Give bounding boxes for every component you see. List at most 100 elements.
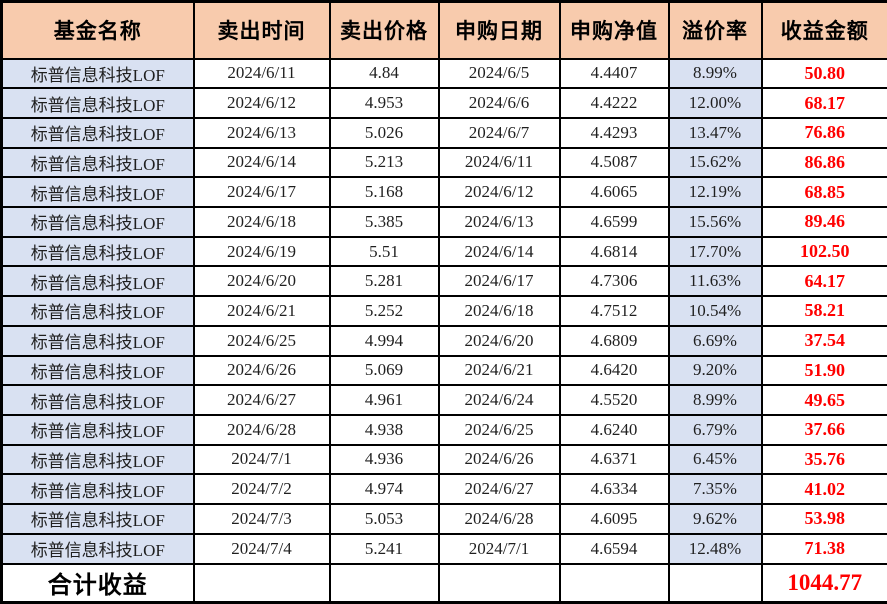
sell-date-cell: 2024/6/18	[192, 206, 331, 238]
sell-price-cell: 5.385	[328, 206, 440, 238]
fund-name-cell: 标普信息科技LOF	[0, 206, 195, 238]
buy-date-cell: 2024/6/28	[437, 503, 561, 535]
col-header-premium-rate: 溢价率	[667, 0, 763, 60]
sell-price-cell: 5.213	[328, 146, 440, 179]
profit-cell: 76.86	[760, 116, 887, 149]
sell-price-cell: 4.974	[328, 473, 440, 506]
sell-date-cell: 2024/7/1	[192, 443, 331, 476]
premium-cell: 8.99%	[667, 384, 763, 416]
buy-nav-cell: 4.6095	[558, 503, 670, 535]
sell-price-cell: 4.936	[328, 443, 440, 476]
fund-name-cell: 标普信息科技LOF	[0, 532, 195, 565]
sell-price-cell: 4.994	[328, 324, 440, 357]
total-profit-value: 1044.77	[760, 562, 887, 604]
profit-cell: 37.54	[760, 324, 887, 357]
fund-name-cell: 标普信息科技LOF	[0, 265, 195, 298]
fund-name-cell: 标普信息科技LOF	[0, 295, 195, 327]
table-row: 标普信息科技LOF 2024/6/21 5.252 2024/6/18 4.7512 10…	[0, 295, 887, 327]
table-row: 标普信息科技LOF 2024/6/20 5.281 2024/6/17 4.7306 11…	[0, 265, 887, 298]
total-empty-cell	[437, 562, 561, 604]
buy-nav-cell: 4.6420	[558, 354, 670, 387]
profit-cell: 51.90	[760, 354, 887, 387]
buy-date-cell: 2024/6/26	[437, 443, 561, 476]
table-row: 标普信息科技LOF 2024/6/27 4.961 2024/6/24 4.5520 8.…	[0, 384, 887, 416]
sell-price-cell: 4.938	[328, 413, 440, 446]
sell-date-cell: 2024/6/25	[192, 324, 331, 357]
sell-date-cell: 2024/7/2	[192, 473, 331, 506]
total-row: 合计收益 1044.77	[0, 562, 887, 604]
premium-cell: 13.47%	[667, 116, 763, 149]
profit-cell: 89.46	[760, 206, 887, 238]
table-row: 标普信息科技LOF 2024/6/18 5.385 2024/6/13 4.6599 15…	[0, 206, 887, 238]
buy-nav-cell: 4.4407	[558, 57, 670, 90]
col-header-fund-name: 基金名称	[0, 0, 195, 60]
sell-price-cell: 4.84	[328, 57, 440, 90]
total-empty-cell	[558, 562, 670, 604]
table-row: 标普信息科技LOF 2024/7/2 4.974 2024/6/27 4.6334 7.3…	[0, 473, 887, 506]
buy-nav-cell: 4.5520	[558, 384, 670, 416]
premium-cell: 8.99%	[667, 57, 763, 90]
fund-name-cell: 标普信息科技LOF	[0, 384, 195, 416]
table-row: 标普信息科技LOF 2024/6/26 5.069 2024/6/21 4.6420 9.…	[0, 354, 887, 387]
fund-name-cell: 标普信息科技LOF	[0, 87, 195, 119]
premium-cell: 9.62%	[667, 503, 763, 535]
premium-cell: 15.56%	[667, 206, 763, 238]
total-empty-cell	[328, 562, 440, 604]
col-header-buy-date: 申购日期	[437, 0, 561, 60]
table-row: 标普信息科技LOF 2024/6/17 5.168 2024/6/12 4.6065 12…	[0, 176, 887, 209]
col-header-sell-price: 卖出价格	[328, 0, 440, 60]
buy-date-cell: 2024/6/13	[437, 206, 561, 238]
premium-cell: 12.48%	[667, 532, 763, 565]
sell-date-cell: 2024/6/11	[192, 57, 331, 90]
buy-date-cell: 2024/6/14	[437, 235, 561, 268]
table-row: 标普信息科技LOF 2024/6/12 4.953 2024/6/6 4.4222 12.…	[0, 87, 887, 119]
sell-date-cell: 2024/6/19	[192, 235, 331, 268]
total-empty-cell	[667, 562, 763, 604]
sell-date-cell: 2024/6/12	[192, 87, 331, 119]
buy-date-cell: 2024/6/12	[437, 176, 561, 209]
premium-cell: 7.35%	[667, 473, 763, 506]
buy-date-cell: 2024/6/11	[437, 146, 561, 179]
buy-nav-cell: 4.6599	[558, 206, 670, 238]
sell-price-cell: 5.252	[328, 295, 440, 327]
header-row: 基金名称 卖出时间 卖出价格 申购日期 申购净值 溢价率 收益金额	[0, 0, 887, 60]
buy-date-cell: 2024/6/6	[437, 87, 561, 119]
fund-name-cell: 标普信息科技LOF	[0, 324, 195, 357]
premium-cell: 15.62%	[667, 146, 763, 179]
table-row: 标普信息科技LOF 2024/6/19 5.51 2024/6/14 4.6814 17.…	[0, 235, 887, 268]
profit-cell: 58.21	[760, 295, 887, 327]
buy-nav-cell: 4.4293	[558, 116, 670, 149]
buy-date-cell: 2024/7/1	[437, 532, 561, 565]
sell-price-cell: 5.026	[328, 116, 440, 149]
profit-cell: 37.66	[760, 413, 887, 446]
sell-price-cell: 4.961	[328, 384, 440, 416]
profit-cell: 64.17	[760, 265, 887, 298]
premium-cell: 6.79%	[667, 413, 763, 446]
fund-name-cell: 标普信息科技LOF	[0, 503, 195, 535]
buy-nav-cell: 4.6371	[558, 443, 670, 476]
premium-cell: 11.63%	[667, 265, 763, 298]
sell-price-cell: 5.069	[328, 354, 440, 387]
buy-nav-cell: 4.7512	[558, 295, 670, 327]
sell-price-cell: 4.953	[328, 87, 440, 119]
sell-price-cell: 5.053	[328, 503, 440, 535]
total-label: 合计收益	[0, 562, 195, 604]
table-row: 标普信息科技LOF 2024/6/25 4.994 2024/6/20 4.6809 6.…	[0, 324, 887, 357]
buy-nav-cell: 4.5087	[558, 146, 670, 179]
profit-cell: 68.17	[760, 87, 887, 119]
buy-nav-cell: 4.6334	[558, 473, 670, 506]
sell-date-cell: 2024/6/20	[192, 265, 331, 298]
table-row: 标普信息科技LOF 2024/7/1 4.936 2024/6/26 4.6371 6.4…	[0, 443, 887, 476]
sell-date-cell: 2024/6/26	[192, 354, 331, 387]
sell-price-cell: 5.281	[328, 265, 440, 298]
profit-cell: 35.76	[760, 443, 887, 476]
fund-name-cell: 标普信息科技LOF	[0, 176, 195, 209]
fund-name-cell: 标普信息科技LOF	[0, 443, 195, 476]
buy-nav-cell: 4.6809	[558, 324, 670, 357]
buy-date-cell: 2024/6/20	[437, 324, 561, 357]
premium-cell: 6.69%	[667, 324, 763, 357]
fund-name-cell: 标普信息科技LOF	[0, 57, 195, 90]
premium-cell: 6.45%	[667, 443, 763, 476]
